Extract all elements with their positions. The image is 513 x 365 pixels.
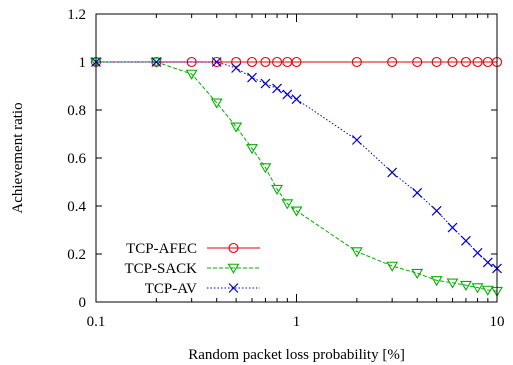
x-tick-label: 1 <box>293 314 301 330</box>
data-point-tcp-av <box>282 89 293 100</box>
data-point-tcp-sack <box>430 276 443 287</box>
data-point-tcp-afec <box>472 56 483 68</box>
data-point-tcp-sack <box>230 122 243 133</box>
data-point-tcp-afec <box>412 56 423 68</box>
y-axis-label: Achievement ratio <box>10 102 26 213</box>
y-tick-label: 0.2 <box>67 247 86 263</box>
series-line-tcp-sack <box>96 61 498 292</box>
legend: TCP-AFEC TCP-SACK TCP-AV <box>124 241 260 297</box>
series-layer <box>90 56 503 298</box>
data-point-tcp-afec <box>231 56 242 68</box>
legend-marker <box>228 242 239 254</box>
data-point-tcp-av <box>461 235 471 246</box>
data-point-tcp-av <box>247 72 257 83</box>
data-point-tcp-sack <box>386 261 399 272</box>
data-point-tcp-sack <box>210 98 223 109</box>
y-tick-label: 1.2 <box>67 7 86 23</box>
legend-label: TCP-AV <box>145 281 197 297</box>
legend-entry-tcp-av: TCP-AV <box>145 281 260 297</box>
data-point-tcp-sack <box>471 283 484 294</box>
data-point-tcp-sack <box>481 285 494 296</box>
data-point-tcp-afec <box>447 56 458 68</box>
data-point-tcp-sack <box>259 163 272 174</box>
data-point-tcp-sack <box>350 247 363 258</box>
legend-label: TCP-AFEC <box>126 241 197 257</box>
x-axis-label: Random packet loss probability [%] <box>188 347 405 363</box>
legend-marker <box>227 263 240 274</box>
data-point-tcp-sack <box>411 268 424 280</box>
data-point-tcp-av <box>447 222 458 233</box>
data-point-tcp-av <box>151 57 162 67</box>
data-point-tcp-sack <box>290 206 303 217</box>
data-point-tcp-av <box>431 205 442 216</box>
data-point-tcp-afec <box>431 56 442 68</box>
legend-label: TCP-SACK <box>124 261 197 277</box>
data-point-tcp-sack <box>246 144 258 155</box>
series-line-tcp-av <box>96 61 498 269</box>
legend-entry-tcp-afec: TCP-AFEC <box>126 241 260 257</box>
data-point-tcp-av <box>260 78 271 89</box>
data-point-tcp-sack <box>281 199 294 210</box>
data-point-tcp-av <box>231 63 242 73</box>
data-point-tcp-sack <box>271 184 284 196</box>
series-tcp-sack <box>90 57 503 298</box>
y-tick-label: 0 <box>79 295 87 311</box>
data-point-tcp-afec <box>272 56 283 68</box>
y-tick-label: 0.4 <box>67 199 86 215</box>
data-point-tcp-afec <box>291 56 302 68</box>
data-point-tcp-av <box>291 94 302 105</box>
data-point-tcp-afec <box>246 56 258 68</box>
data-point-tcp-av <box>211 57 222 67</box>
data-point-tcp-av <box>472 247 483 258</box>
legend-marker <box>228 283 239 293</box>
data-point-tcp-afec <box>460 56 471 68</box>
data-point-tcp-av <box>351 135 362 145</box>
data-point-tcp-sack <box>150 57 163 68</box>
data-point-tcp-av <box>387 167 398 178</box>
y-tick-label: 1 <box>79 55 87 71</box>
data-point-tcp-sack <box>185 69 198 80</box>
legend-entry-tcp-sack: TCP-SACK <box>124 261 260 277</box>
x-tick-label: 10 <box>490 314 505 330</box>
data-point-tcp-av <box>272 83 282 94</box>
y-tick-label: 0.8 <box>67 103 86 119</box>
data-point-tcp-sack <box>459 280 472 292</box>
data-point-tcp-afec <box>260 56 271 68</box>
data-point-tcp-afec <box>387 56 398 68</box>
tick-labels: 0 0.2 0.4 0.6 0.8 1 1.2 0.1 1 10 <box>67 7 504 330</box>
data-point-tcp-av <box>412 187 423 198</box>
data-point-tcp-av <box>482 257 493 268</box>
plot-frame <box>95 13 498 303</box>
series-tcp-av <box>91 57 502 274</box>
data-point-tcp-sack <box>446 278 459 289</box>
y-tick-label: 0.6 <box>67 151 86 167</box>
data-point-tcp-afec <box>351 56 362 68</box>
x-tick-label: 0.1 <box>87 314 106 330</box>
